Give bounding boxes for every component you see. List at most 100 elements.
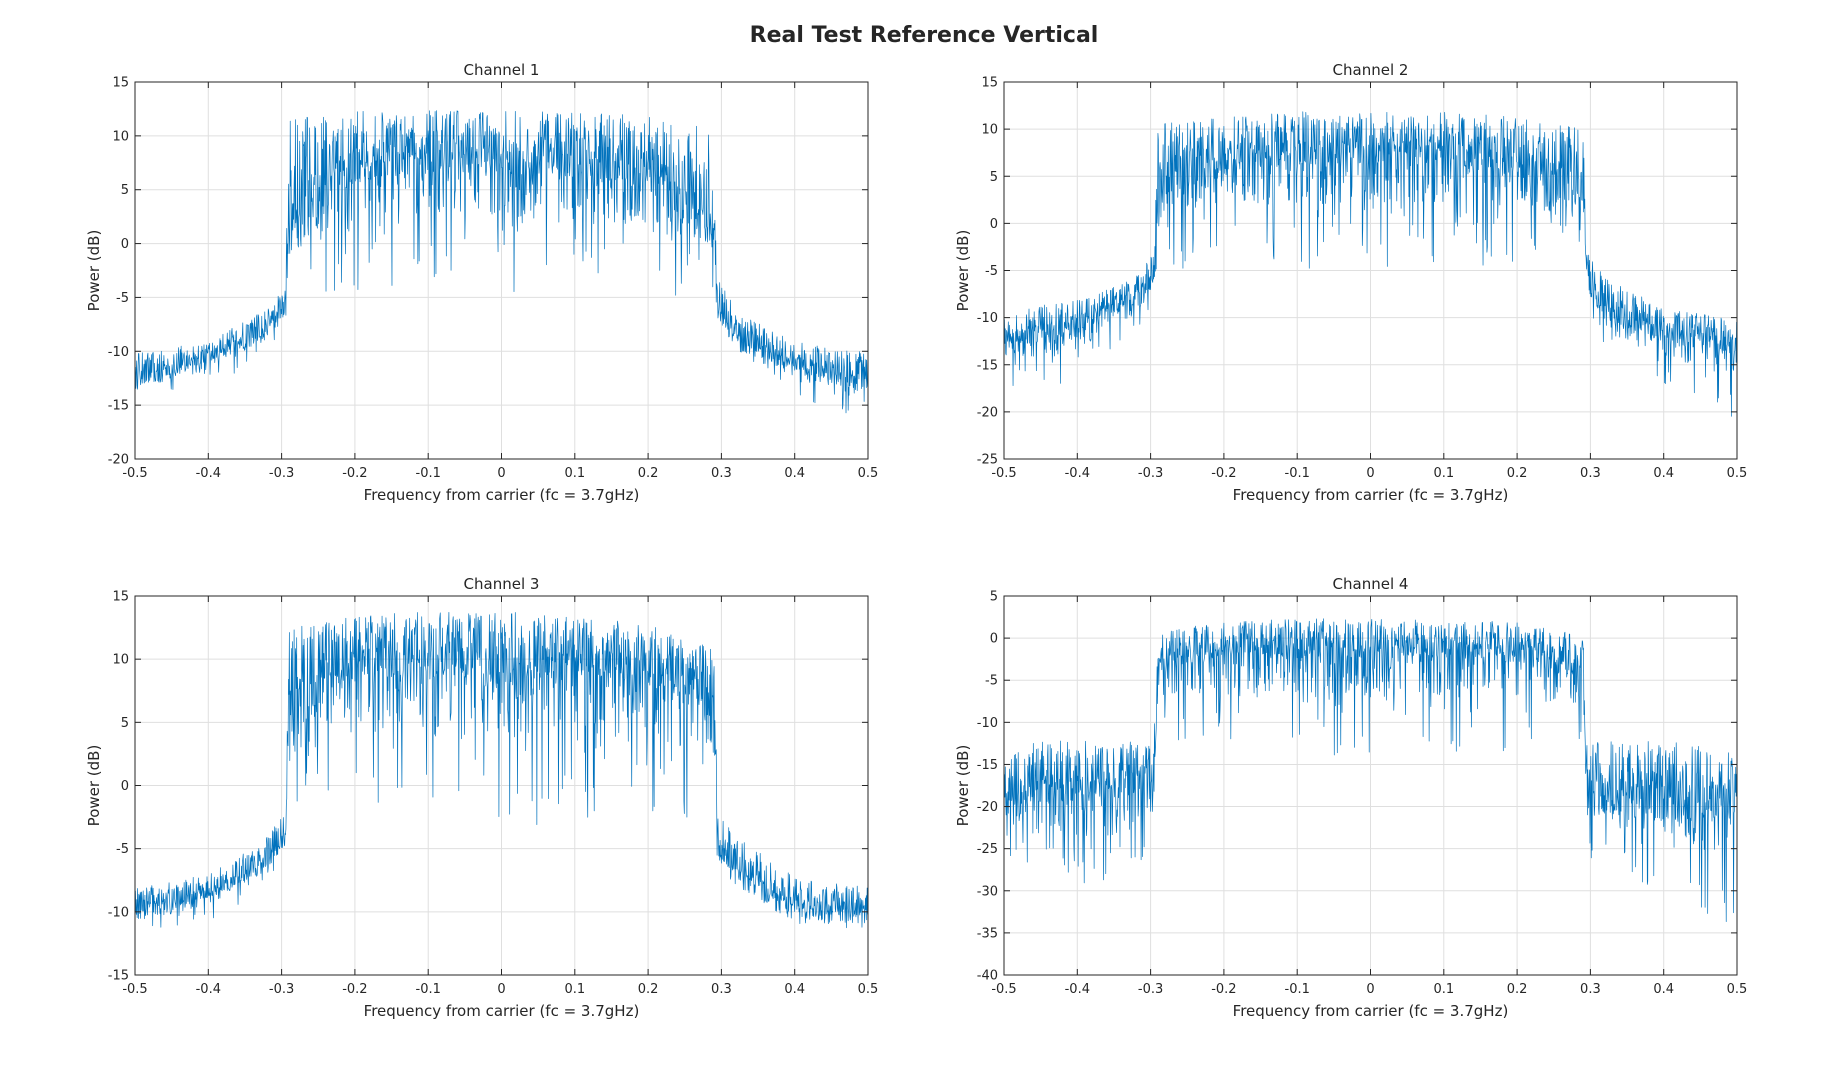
x-tick-label: -0.2 <box>342 982 367 997</box>
x-tick-label: 0.5 <box>858 982 879 997</box>
y-axis-label: Power (dB) <box>954 745 972 827</box>
power-spectrum-line <box>1004 618 1737 922</box>
x-tick-label: -0.4 <box>196 466 221 481</box>
x-axis-label: Frequency from carrier (fc = 3.7gHz) <box>1233 1002 1509 1020</box>
y-axis-label: Power (dB) <box>85 745 103 827</box>
x-tick-label: -0.5 <box>991 982 1016 997</box>
y-tick-label: 0 <box>990 632 998 647</box>
x-tick-label: 0.3 <box>1580 466 1601 481</box>
x-tick-label: 0.2 <box>638 982 659 997</box>
x-tick-label: 0.4 <box>1653 466 1674 481</box>
y-tick-label: -10 <box>977 716 998 731</box>
y-axis-label: Power (dB) <box>954 230 972 312</box>
x-tick-label: 0.2 <box>1507 982 1528 997</box>
power-spectrum-line <box>135 611 868 929</box>
y-tick-label: 0 <box>121 779 129 794</box>
x-tick-label: -0.4 <box>1065 982 1090 997</box>
y-axis-label: Power (dB) <box>85 230 103 312</box>
x-tick-label: 0.3 <box>1580 982 1601 997</box>
x-tick-label: 0.2 <box>1507 466 1528 481</box>
x-tick-label: -0.1 <box>1285 982 1310 997</box>
y-tick-label: -20 <box>977 405 998 420</box>
y-tick-label: -25 <box>977 453 998 468</box>
y-tick-label: -20 <box>108 453 129 468</box>
x-tick-label: -0.3 <box>269 466 294 481</box>
x-tick-label: 0 <box>1366 466 1374 481</box>
y-tick-label: 15 <box>981 76 998 91</box>
x-tick-label: -0.4 <box>1065 466 1090 481</box>
y-tick-label: -5 <box>985 674 998 689</box>
x-tick-label: 0.3 <box>711 466 732 481</box>
x-tick-label: 0.2 <box>638 466 659 481</box>
y-tick-label: -10 <box>108 345 129 360</box>
y-tick-label: -5 <box>985 264 998 279</box>
subplot-channel-4: Channel 4 Frequency from carrier (fc = 3… <box>954 575 1747 1020</box>
x-tick-label: 0 <box>497 466 505 481</box>
y-tick-label: 5 <box>990 170 998 185</box>
y-tick-label: -15 <box>977 758 998 773</box>
x-tick-label: 0.4 <box>784 466 805 481</box>
x-tick-label: 0.4 <box>784 982 805 997</box>
y-tick-label: -30 <box>977 884 998 899</box>
x-tick-label: -0.3 <box>269 982 294 997</box>
y-tick-label: 0 <box>121 237 129 252</box>
y-tick-label: 5 <box>121 716 129 731</box>
x-tick-label: -0.5 <box>991 466 1016 481</box>
y-tick-label: -10 <box>977 311 998 326</box>
y-tick-label: -15 <box>977 358 998 373</box>
y-tick-label: 5 <box>121 183 129 198</box>
subplot-title: Channel 2 <box>1333 61 1409 79</box>
x-tick-label: 0.1 <box>564 982 585 997</box>
subplot-channel-2: Channel 2 Frequency from carrier (fc = 3… <box>954 61 1747 504</box>
y-tick-label: -5 <box>116 842 129 857</box>
x-axis-label: Frequency from carrier (fc = 3.7gHz) <box>1233 486 1509 504</box>
x-tick-label: -0.4 <box>196 982 221 997</box>
y-tick-label: 10 <box>981 123 998 138</box>
x-tick-label: 0.3 <box>711 982 732 997</box>
y-tick-label: -20 <box>977 800 998 815</box>
x-tick-label: -0.5 <box>122 982 147 997</box>
y-tick-label: -25 <box>977 842 998 857</box>
x-tick-label: -0.2 <box>1211 982 1236 997</box>
x-tick-label: -0.3 <box>1138 982 1163 997</box>
x-tick-label: 0 <box>497 982 505 997</box>
subplot-title: Channel 3 <box>464 575 540 593</box>
y-tick-label: -40 <box>977 969 998 984</box>
y-tick-label: 15 <box>112 590 129 605</box>
x-tick-label: -0.1 <box>1285 466 1310 481</box>
x-axis-label: Frequency from carrier (fc = 3.7gHz) <box>364 486 640 504</box>
x-tick-label: 0.5 <box>1727 982 1748 997</box>
x-tick-label: 0.5 <box>858 466 879 481</box>
x-tick-label: 0.1 <box>1433 982 1454 997</box>
figure-title: Real Test Reference Vertical <box>750 23 1099 48</box>
y-tick-label: 10 <box>112 653 129 668</box>
x-tick-label: -0.2 <box>1211 466 1236 481</box>
x-tick-label: 0.1 <box>564 466 585 481</box>
subplot-channel-3: Channel 3 Frequency from carrier (fc = 3… <box>85 575 878 1020</box>
y-tick-label: 0 <box>990 217 998 232</box>
x-tick-label: 0.4 <box>1653 982 1674 997</box>
y-tick-label: -15 <box>108 969 129 984</box>
x-axis-label: Frequency from carrier (fc = 3.7gHz) <box>364 1002 640 1020</box>
y-tick-label: 5 <box>990 590 998 605</box>
y-tick-label: 15 <box>112 76 129 91</box>
y-tick-label: -35 <box>977 926 998 941</box>
x-tick-label: 0.5 <box>1727 466 1748 481</box>
y-tick-label: -15 <box>108 399 129 414</box>
x-tick-label: -0.2 <box>342 466 367 481</box>
power-spectrum-line <box>1004 111 1737 417</box>
y-tick-label: -10 <box>108 905 129 920</box>
x-tick-label: -0.1 <box>416 982 441 997</box>
x-tick-label: -0.5 <box>122 466 147 481</box>
subplot-title: Channel 4 <box>1333 575 1409 593</box>
y-tick-label: 10 <box>112 129 129 144</box>
y-tick-label: -5 <box>116 291 129 306</box>
x-tick-label: 0.1 <box>1433 466 1454 481</box>
x-tick-label: -0.3 <box>1138 466 1163 481</box>
subplot-channel-1: Channel 1 Frequency from carrier (fc = 3… <box>85 61 878 504</box>
subplot-title: Channel 1 <box>464 61 540 79</box>
power-spectrum-line <box>135 110 868 414</box>
x-tick-label: -0.1 <box>416 466 441 481</box>
x-tick-label: 0 <box>1366 982 1374 997</box>
